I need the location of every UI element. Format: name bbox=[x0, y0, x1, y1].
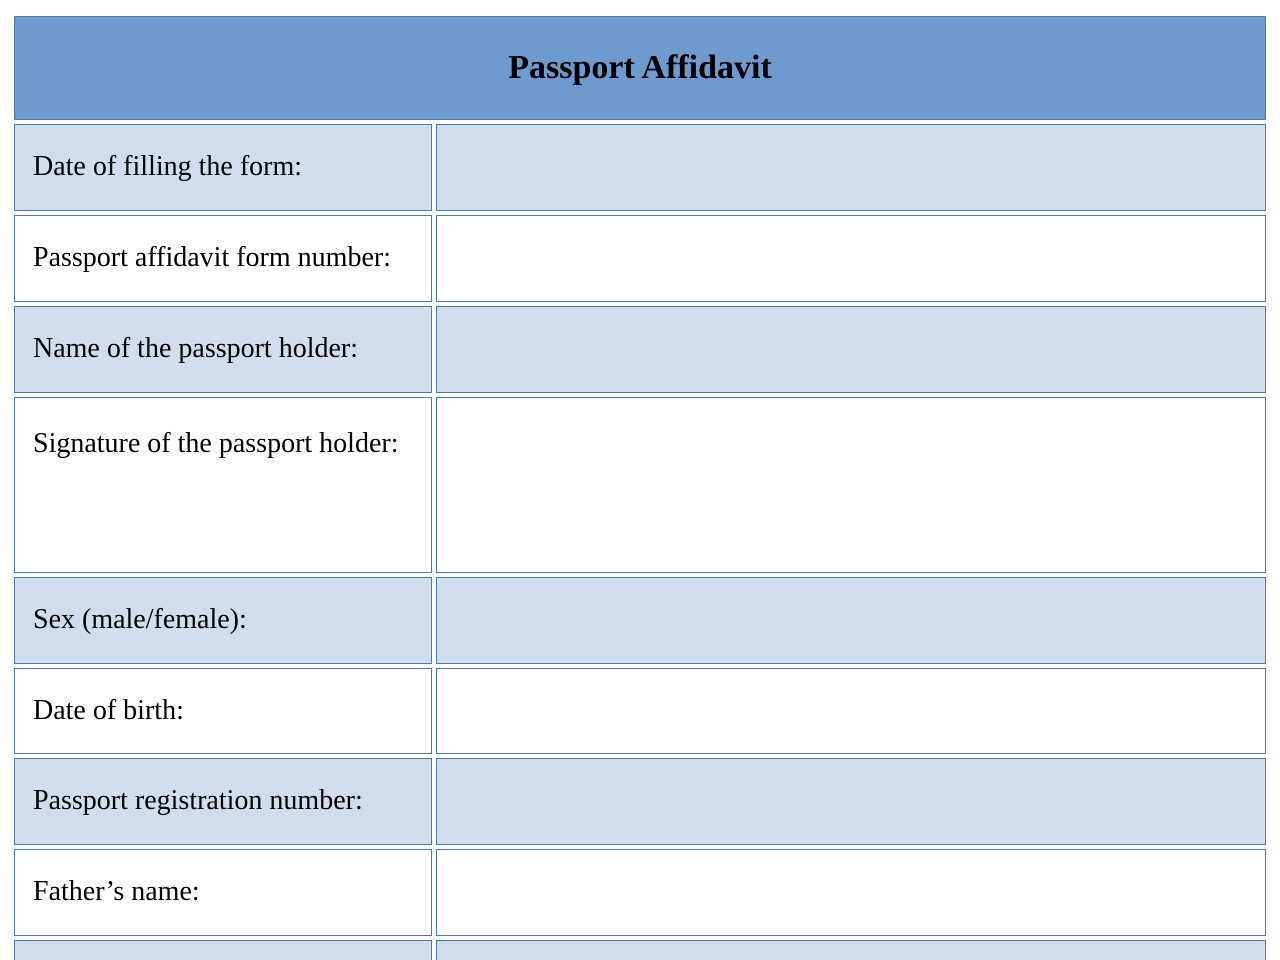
value-sex[interactable] bbox=[436, 577, 1266, 664]
passport-affidavit-form: Passport Affidavit Date of filling the f… bbox=[10, 12, 1270, 960]
table-row: Passport affidavit form number: bbox=[14, 215, 1266, 302]
table-row: Date of filling the form: bbox=[14, 124, 1266, 211]
label-sex: Sex (male/female): bbox=[14, 577, 432, 664]
label-holder-name: Name of the passport holder: bbox=[14, 306, 432, 393]
table-row: Date of birth: bbox=[14, 668, 1266, 755]
label-date-filling: Date of filling the form: bbox=[14, 124, 432, 211]
header-row: Passport Affidavit bbox=[14, 16, 1266, 120]
value-passport-reg[interactable] bbox=[436, 758, 1266, 845]
table-row: Father’s name: bbox=[14, 849, 1266, 936]
label-father-name: Father’s name: bbox=[14, 849, 432, 936]
value-father-name[interactable] bbox=[436, 849, 1266, 936]
value-date-filling[interactable] bbox=[436, 124, 1266, 211]
table-row: Name of the passport holder: bbox=[14, 306, 1266, 393]
label-dob: Date of birth: bbox=[14, 668, 432, 755]
label-mother-name: Mother’s name: bbox=[14, 940, 432, 960]
value-signature[interactable] bbox=[436, 397, 1266, 573]
table-row: Mother’s name: bbox=[14, 940, 1266, 960]
label-passport-reg: Passport registration number: bbox=[14, 758, 432, 845]
value-form-number[interactable] bbox=[436, 215, 1266, 302]
form-title: Passport Affidavit bbox=[14, 16, 1266, 120]
table-row: Passport registration number: bbox=[14, 758, 1266, 845]
label-signature: Signature of the passport holder: bbox=[14, 397, 432, 573]
value-holder-name[interactable] bbox=[436, 306, 1266, 393]
label-form-number: Passport affidavit form number: bbox=[14, 215, 432, 302]
value-dob[interactable] bbox=[436, 668, 1266, 755]
table-row: Signature of the passport holder: bbox=[14, 397, 1266, 573]
value-mother-name[interactable] bbox=[436, 940, 1266, 960]
table-row: Sex (male/female): bbox=[14, 577, 1266, 664]
